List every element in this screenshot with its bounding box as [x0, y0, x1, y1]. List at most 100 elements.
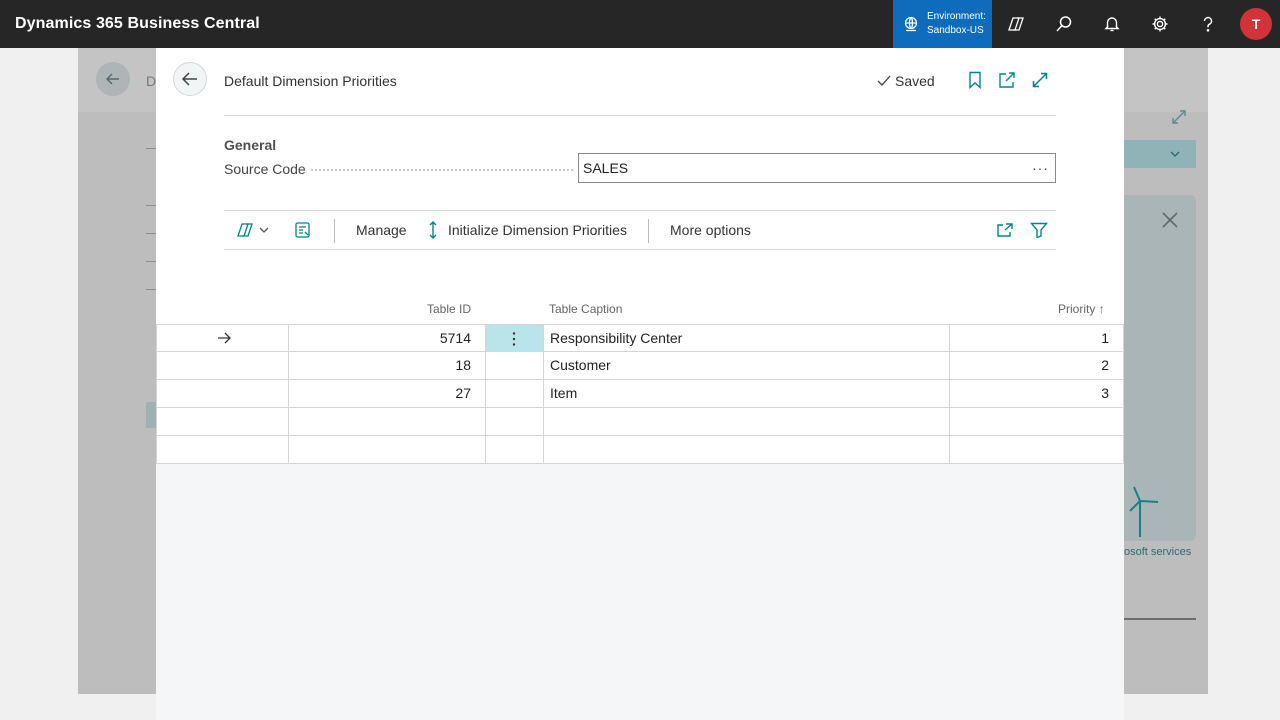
table-caption-cell[interactable]	[544, 408, 950, 435]
environment-icon	[904, 16, 918, 32]
initialize-label: Initialize Dimension Priorities	[448, 222, 627, 238]
background-divider	[146, 148, 156, 149]
filter-button[interactable]	[1030, 211, 1048, 249]
toolbar-separator	[334, 219, 335, 243]
arrow-right-icon	[218, 332, 231, 344]
table-caption-cell[interactable]: Responsibility Center	[544, 325, 950, 352]
row-actions-cell[interactable]	[486, 436, 544, 463]
bookmark-button[interactable]	[966, 71, 984, 89]
app-title[interactable]: Dynamics 365 Business Central	[15, 15, 260, 32]
page-title: Default Dimension Priorities	[224, 73, 397, 89]
open-new-window-button[interactable]	[998, 71, 1016, 89]
table-caption-cell[interactable]: Customer	[544, 352, 950, 379]
saved-status: Saved	[876, 73, 935, 89]
row-selector[interactable]	[156, 352, 289, 379]
background-breadcrumb: D	[146, 73, 157, 89]
chevron-down-icon	[1170, 151, 1180, 157]
share-button[interactable]	[996, 211, 1014, 249]
background-divider	[146, 233, 156, 234]
bookmark-icon	[969, 71, 981, 89]
source-code-lookup-button[interactable]: ···	[1032, 160, 1049, 176]
action-toolbar: Manage Initialize Dimension Priorities M…	[224, 210, 1056, 250]
share-icon	[997, 223, 1013, 237]
background-teal-bar	[1124, 140, 1196, 168]
priority-cell[interactable]: 3	[950, 380, 1124, 407]
row-selector[interactable]	[156, 436, 289, 463]
priority-cell[interactable]: 2	[950, 352, 1124, 379]
priority-cell[interactable]	[950, 436, 1124, 463]
background-divider	[1124, 618, 1196, 620]
environment-badge[interactable]: Environment: Sandbox-US	[893, 0, 992, 48]
up-down-arrows-icon	[429, 221, 437, 239]
help-icon	[1203, 16, 1213, 32]
more-vertical-icon	[512, 332, 516, 346]
sort-ascending-icon: ↑	[1098, 302, 1105, 316]
table-row[interactable]: 18 Customer 2	[156, 352, 1124, 380]
table-id-cell[interactable]: 27	[289, 380, 486, 407]
search-icon	[1056, 16, 1072, 32]
header-divider	[224, 115, 1056, 116]
column-header-table-caption[interactable]: Table Caption	[549, 302, 623, 316]
table-row[interactable]	[156, 408, 1124, 436]
checkmark-icon	[877, 75, 891, 86]
wind-turbine-icon	[1129, 486, 1159, 537]
row-actions-cell[interactable]	[486, 408, 544, 435]
row-actions-cell[interactable]	[486, 380, 544, 407]
row-selector[interactable]	[156, 408, 289, 435]
table-row[interactable]: 5714 Responsibility Center 1	[156, 324, 1124, 352]
row-selector[interactable]	[156, 325, 289, 352]
top-bar: Dynamics 365 Business Central	[0, 0, 1280, 48]
copilot-actions-button[interactable]	[236, 211, 270, 249]
user-avatar[interactable]: T	[1240, 8, 1272, 40]
back-button[interactable]	[173, 62, 207, 96]
dimension-priorities-dialog: Default Dimension Priorities Saved Gener…	[156, 48, 1124, 720]
table-id-cell[interactable]: 18	[289, 352, 486, 379]
row-actions-cell[interactable]	[486, 352, 544, 379]
initialize-dimension-priorities-button[interactable]: Initialize Dimension Priorities	[428, 211, 627, 249]
saved-label: Saved	[895, 73, 935, 89]
source-code-field[interactable]: SALES	[578, 153, 1056, 183]
table-row[interactable]: 27 Item 3	[156, 380, 1124, 408]
table-id-cell[interactable]: 5714	[289, 325, 486, 352]
background-divider	[146, 261, 156, 262]
background-expand-icon	[1170, 108, 1188, 131]
settings-button[interactable]	[1136, 0, 1184, 48]
priority-cell[interactable]: 1	[950, 325, 1124, 352]
search-button[interactable]	[1040, 0, 1088, 48]
table-row[interactable]	[156, 436, 1124, 464]
field-leader-dots	[311, 169, 573, 171]
help-button[interactable]	[1184, 0, 1232, 48]
table-id-cell[interactable]	[289, 408, 486, 435]
column-header-priority[interactable]: Priority ↑	[1058, 302, 1105, 316]
row-selector[interactable]	[156, 380, 289, 407]
priority-header-label: Priority	[1058, 302, 1096, 316]
row-actions-cell[interactable]	[486, 325, 544, 352]
notifications-button[interactable]	[1088, 0, 1136, 48]
more-options-label: More options	[670, 222, 751, 238]
manage-label: Manage	[356, 222, 407, 238]
copilot-icon	[237, 223, 253, 237]
more-options-button[interactable]: More options	[670, 211, 751, 249]
priorities-grid: 5714 Responsibility Center 1 18 Customer…	[156, 324, 1124, 720]
table-caption-cell[interactable]	[544, 436, 950, 463]
table-caption-cell[interactable]: Item	[544, 380, 950, 407]
toolbar-separator	[648, 219, 649, 243]
background-back-button	[96, 62, 130, 96]
filter-icon	[1030, 222, 1048, 238]
table-id-cell[interactable]	[289, 436, 486, 463]
background-tab	[146, 402, 156, 428]
copilot-button[interactable]	[992, 0, 1040, 48]
manage-button[interactable]: Manage	[356, 211, 407, 249]
chevron-down-icon	[259, 227, 269, 233]
expand-button[interactable]	[1031, 71, 1049, 89]
background-divider	[146, 205, 156, 206]
edit-list-icon	[295, 222, 310, 238]
priority-cell[interactable]	[950, 408, 1124, 435]
column-header-table-id[interactable]: Table ID	[427, 302, 472, 316]
edit-list-button[interactable]	[294, 211, 312, 249]
arrow-left-icon	[105, 73, 119, 85]
section-title-general[interactable]: General	[224, 137, 277, 153]
environment-label: Environment:	[927, 11, 986, 22]
expand-icon	[1032, 72, 1048, 88]
source-code-label: Source Code	[224, 161, 306, 177]
